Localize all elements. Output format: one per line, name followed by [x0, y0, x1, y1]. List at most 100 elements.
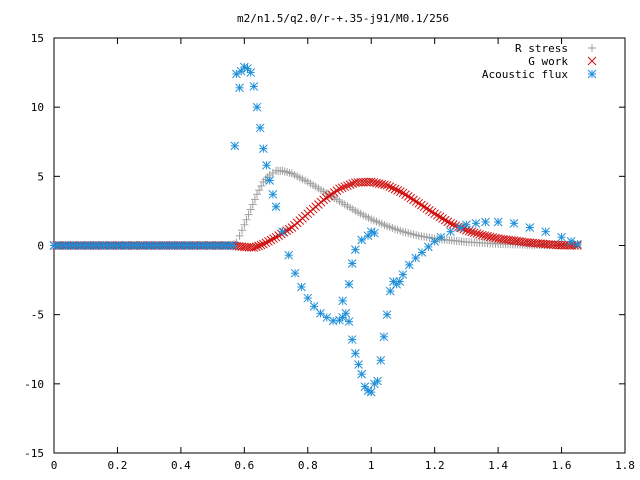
data-point	[266, 235, 276, 245]
axes: 0 0.2 0.4 0.6 0.8 1 1.2 1.4 1.6 1.8 15 10 5 0 -5 -10 -15	[24, 32, 635, 472]
y-tick-label: -15	[24, 447, 44, 460]
legend-label: R stress	[515, 42, 568, 55]
data-point	[475, 229, 484, 239]
series-acoustic-flux	[49, 62, 582, 397]
data-point	[344, 279, 354, 289]
data-point	[370, 228, 379, 238]
data-point	[469, 228, 479, 238]
data-point	[319, 195, 328, 205]
data-point	[279, 228, 289, 237]
x-tick-label: 1.2	[425, 459, 445, 472]
data-point	[430, 209, 440, 219]
y-tick-label: -10	[24, 378, 44, 391]
data-point	[351, 349, 360, 358]
data-point	[340, 182, 350, 192]
data-point	[248, 200, 257, 209]
data-point	[438, 214, 447, 223]
x-tick-label: 1	[368, 459, 375, 472]
data-point	[357, 369, 367, 379]
data-point	[385, 182, 395, 191]
data-point	[451, 221, 461, 231]
y-tick-label: 10	[31, 101, 44, 114]
data-point	[351, 245, 360, 255]
data-point	[246, 68, 256, 77]
data-point	[268, 168, 277, 177]
y-tick-label: 0	[37, 240, 44, 253]
data-point	[337, 183, 347, 193]
data-point	[264, 236, 273, 246]
data-point	[454, 222, 463, 232]
data-point	[249, 243, 259, 252]
data-point	[382, 180, 392, 190]
data-point	[345, 180, 355, 189]
data-point	[446, 227, 455, 237]
data-point	[366, 227, 376, 237]
data-point	[348, 179, 358, 188]
data-point	[324, 191, 334, 201]
data-point	[411, 197, 421, 206]
data-point	[354, 360, 363, 369]
data-point	[485, 232, 495, 242]
data-point	[395, 187, 405, 197]
data-point	[341, 308, 351, 318]
data-point	[271, 202, 281, 212]
data-point	[481, 217, 490, 227]
y-tick-label: 15	[31, 32, 44, 45]
data-point	[303, 293, 313, 303]
data-point	[377, 179, 387, 189]
data-point	[244, 210, 253, 219]
data-point	[477, 230, 487, 240]
data-point	[448, 220, 458, 229]
legend-marker	[587, 56, 597, 66]
data-point	[411, 253, 420, 263]
data-point	[284, 224, 294, 234]
data-point	[435, 212, 445, 222]
series-layer	[49, 62, 582, 397]
data-point	[360, 382, 370, 391]
data-point	[329, 188, 339, 197]
legend-marker	[587, 69, 597, 79]
x-tick-label: 0.8	[298, 459, 318, 472]
data-point	[251, 242, 261, 252]
data-point	[573, 239, 582, 249]
data-point	[525, 223, 535, 232]
data-point	[446, 219, 455, 228]
data-point	[541, 227, 551, 237]
data-point	[467, 227, 477, 237]
data-point	[440, 215, 450, 225]
y-tick-label: -5	[31, 309, 44, 322]
data-point	[242, 215, 251, 224]
data-point	[239, 62, 249, 72]
data-point	[343, 181, 352, 191]
data-point	[366, 387, 376, 397]
data-point	[443, 217, 453, 227]
data-point	[261, 238, 271, 248]
x-tick-label: 0.2	[108, 459, 128, 472]
data-point	[253, 190, 262, 199]
data-point	[480, 231, 490, 241]
data-point	[432, 210, 442, 220]
data-point	[422, 204, 432, 213]
data-point	[427, 207, 437, 217]
data-point	[403, 192, 413, 201]
data-point	[472, 229, 482, 238]
data-point	[235, 83, 244, 93]
data-point	[265, 176, 275, 185]
data-point	[373, 376, 382, 386]
y-tick-label: 5	[37, 170, 44, 183]
data-point	[406, 193, 416, 203]
data-point	[419, 202, 429, 212]
data-point	[278, 227, 287, 237]
data-point	[409, 195, 418, 205]
data-point	[224, 241, 234, 250]
data-point	[390, 184, 400, 194]
data-point	[398, 270, 408, 279]
x-tick-label: 1.6	[552, 459, 572, 472]
data-point	[483, 231, 492, 241]
data-point	[491, 233, 500, 243]
data-point	[471, 219, 481, 228]
data-point	[374, 179, 384, 188]
data-point	[284, 250, 294, 260]
